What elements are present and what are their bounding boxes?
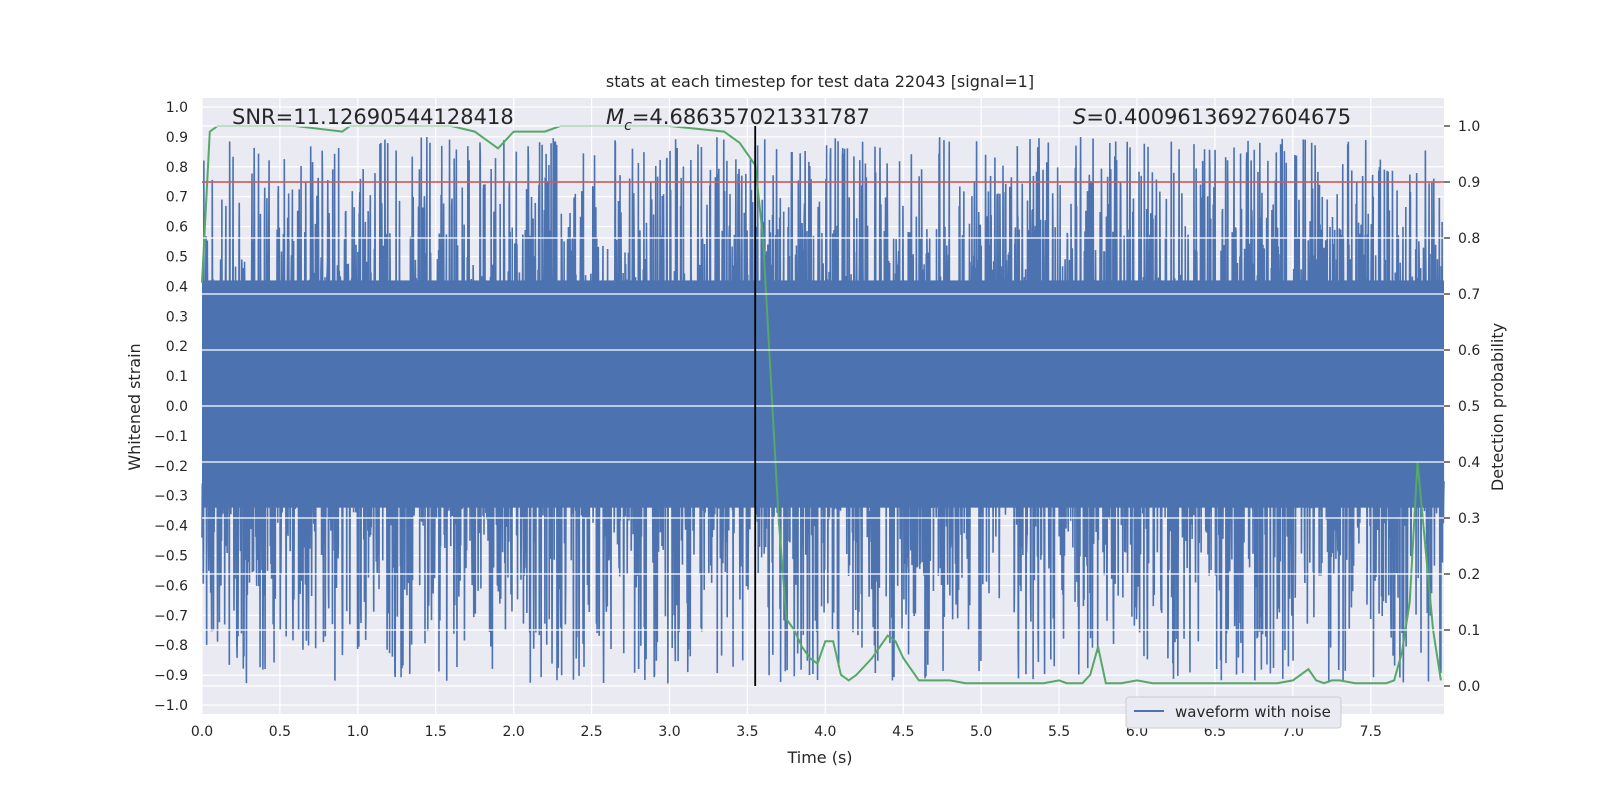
y2-tick-label: 0.0 bbox=[1458, 679, 1480, 695]
y-tick-label: 0.8 bbox=[166, 160, 188, 176]
mc-subscript: c bbox=[624, 118, 632, 134]
y-tick-label: 0.1 bbox=[166, 369, 188, 385]
y2-tick-label: 0.4 bbox=[1458, 455, 1480, 471]
y-tick-label: 0.4 bbox=[166, 279, 188, 295]
legend-box bbox=[1125, 696, 1342, 729]
waveform-series bbox=[201, 137, 1445, 684]
y-axis-label: Whitened strain bbox=[125, 343, 144, 470]
x-tick-label: 4.5 bbox=[892, 724, 914, 740]
x-tick-label: 3.5 bbox=[736, 724, 758, 740]
y-tick-label: −0.4 bbox=[154, 519, 188, 535]
y-tick-label: 0.0 bbox=[166, 399, 188, 415]
y-tick-label: 1.0 bbox=[166, 100, 188, 116]
y2-tick-label: 0.6 bbox=[1458, 343, 1480, 359]
legend: waveform with noise bbox=[1125, 696, 1342, 729]
x-tick-label: 7.5 bbox=[1360, 724, 1382, 740]
y2-tick-label: 0.5 bbox=[1458, 399, 1480, 415]
y-tick-label: −0.8 bbox=[154, 638, 188, 654]
s-annotation: S=0.40096136927604675 bbox=[1073, 105, 1351, 129]
x-tick-label: 5.0 bbox=[970, 724, 992, 740]
y-tick-label: −0.6 bbox=[154, 578, 188, 594]
y-tick-label: −0.3 bbox=[154, 489, 188, 505]
y-tick-labels: 1.0 0.9 0.8 0.7 0.6 0.5 0.4 0.3 0.2 0.1 0.0 −0.1 −0.… bbox=[154, 100, 188, 714]
y2-tick-label: 1.0 bbox=[1458, 119, 1480, 135]
mc-value: =4.686357021331787 bbox=[632, 105, 870, 129]
waveform-core-band bbox=[202, 280, 1444, 508]
y-tick-label: 0.7 bbox=[166, 190, 188, 206]
s-value: =0.40096136927604675 bbox=[1086, 105, 1351, 129]
y-tick-label: 0.5 bbox=[166, 249, 188, 265]
y2-tick-label: 0.2 bbox=[1458, 567, 1480, 583]
y-tick-label: −1.0 bbox=[154, 698, 188, 714]
y2-tick-label: 0.7 bbox=[1458, 287, 1480, 303]
legend-label: waveform with noise bbox=[1175, 703, 1331, 721]
y-tick-label: −0.1 bbox=[154, 429, 188, 445]
y-tick-label: 0.3 bbox=[166, 309, 188, 325]
x-tick-label: 1.5 bbox=[425, 724, 447, 740]
y-tick-label: −0.2 bbox=[154, 459, 188, 475]
y-tick-label: 0.6 bbox=[166, 220, 188, 236]
x-tick-label: 0.0 bbox=[191, 724, 213, 740]
x-tick-label: 3.0 bbox=[658, 724, 680, 740]
x-tick-label: 5.5 bbox=[1048, 724, 1070, 740]
x-tick-label: 4.0 bbox=[814, 724, 836, 740]
mc-symbol: M bbox=[606, 105, 624, 129]
detection-probability-line bbox=[201, 125, 1442, 685]
y-tick-label: 0.9 bbox=[166, 130, 188, 146]
y2-tick-label: 0.8 bbox=[1458, 231, 1480, 247]
y-tick-label: −0.5 bbox=[154, 549, 188, 565]
x-axis-label: Time (s) bbox=[786, 748, 852, 767]
x-tick-labels: 0.0 0.5 1.0 1.5 2.0 2.5 3.0 3.5 4.0 4.5 5.0 5.5 6.0 6… bbox=[191, 724, 1382, 740]
x-tick-label: 1.0 bbox=[347, 724, 369, 740]
y-tick-label: −0.9 bbox=[154, 668, 188, 684]
x-tick-label: 2.0 bbox=[503, 724, 525, 740]
y-tick-label: −0.7 bbox=[154, 608, 188, 624]
y2-tick-labels: 1.0 0.9 0.8 0.7 0.6 0.5 0.4 0.3 0.2 0.1 0.0 bbox=[1444, 119, 1480, 695]
y-tick-label: 0.2 bbox=[166, 339, 188, 355]
chart-title: stats at each timestep for test data 220… bbox=[606, 72, 1034, 91]
probability-series bbox=[201, 125, 1442, 685]
snr-annotation: SNR=11.12690544128418 bbox=[232, 105, 514, 129]
y2-axis-label: Detection probability bbox=[1488, 323, 1507, 491]
y2-tick-label: 0.1 bbox=[1458, 623, 1480, 639]
x-tick-label: 2.5 bbox=[580, 724, 602, 740]
s-symbol: S bbox=[1073, 105, 1086, 129]
y2-tick-label: 0.9 bbox=[1458, 175, 1480, 191]
overlays bbox=[202, 125, 1444, 687]
chirp-mass-annotation: Mc=4.686357021331787 bbox=[606, 105, 870, 134]
x-tick-label: 0.5 bbox=[269, 724, 291, 740]
y2-tick-label: 0.3 bbox=[1458, 511, 1480, 527]
